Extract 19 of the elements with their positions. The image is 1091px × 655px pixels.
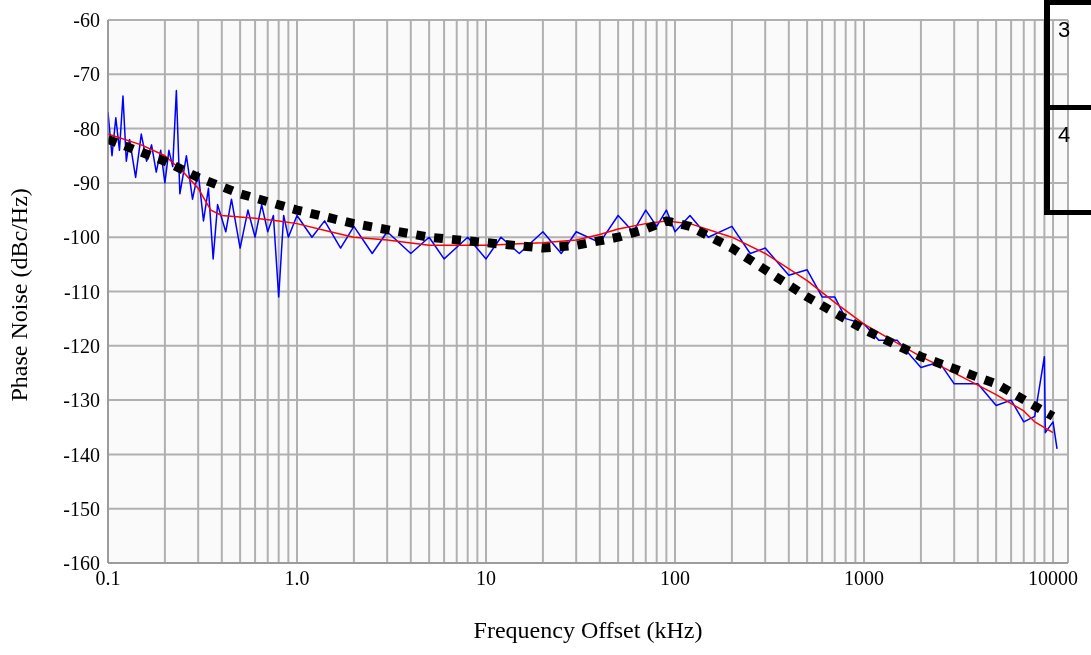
y-tick-label: -120 xyxy=(63,334,100,357)
x-tick-label: 10 xyxy=(476,567,497,590)
y-tick-label: -90 xyxy=(73,172,100,194)
annotation: 4 xyxy=(1044,110,1091,215)
x-tick-label: 100 xyxy=(660,567,691,590)
x-axis-title: Frequency Offset (kHz) xyxy=(473,617,703,643)
x-tick-label: 1000 xyxy=(844,567,885,590)
y-tick-label: -80 xyxy=(73,117,100,140)
y-tick-label: -100 xyxy=(63,226,100,249)
y-tick-label: -60 xyxy=(73,9,100,32)
y-tick-label: -70 xyxy=(73,63,100,86)
y-tick-label: -110 xyxy=(64,280,100,303)
y-tick-label: -130 xyxy=(63,389,100,412)
x-tick-label: 10000 xyxy=(1028,567,1079,590)
annotation: 3 xyxy=(1044,0,1091,110)
y-axis-title: Phase Noise (dBc/Hz) xyxy=(5,188,32,402)
y-tick-label: -150 xyxy=(63,497,100,520)
x-tick-label: 1.0 xyxy=(284,567,310,590)
y-tick-label: -140 xyxy=(63,443,100,466)
